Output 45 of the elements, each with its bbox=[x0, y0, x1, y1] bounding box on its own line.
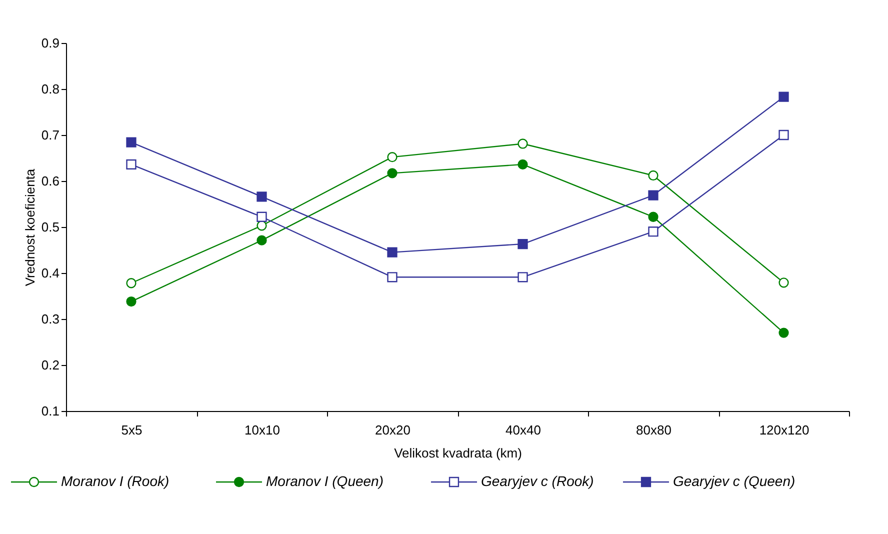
point bbox=[778, 130, 789, 140]
point bbox=[387, 247, 398, 258]
y-tick-label: 0.3 bbox=[41, 312, 60, 326]
legend-label: Moranov I (Queen) bbox=[266, 473, 384, 489]
x-tick-label: 10x10 bbox=[244, 422, 280, 438]
point bbox=[126, 278, 136, 288]
point bbox=[648, 212, 658, 222]
point bbox=[256, 220, 267, 231]
point bbox=[126, 296, 136, 307]
point bbox=[518, 138, 528, 149]
y-tick-label: 0.5 bbox=[41, 220, 60, 234]
y-tick-label: 0.9 bbox=[41, 36, 60, 50]
point bbox=[256, 192, 267, 202]
point bbox=[126, 159, 136, 170]
point bbox=[387, 272, 398, 282]
x-tick-label: 80x80 bbox=[636, 422, 672, 438]
y-tick-label: 0.6 bbox=[41, 174, 60, 188]
y-tick-label: 0.2 bbox=[41, 358, 60, 372]
y-axis-title: Vrednost koeficienta bbox=[22, 168, 38, 286]
point bbox=[648, 170, 658, 181]
y-tick-label: 0.8 bbox=[41, 82, 60, 96]
x-tick-label: 120x120 bbox=[759, 422, 810, 438]
point bbox=[387, 152, 398, 162]
legend-label: Gearyjev c (Rook) bbox=[481, 473, 594, 489]
legend-label: Moranov I (Rook) bbox=[61, 473, 170, 489]
x-axis-title: Velikost kvadrata (km) bbox=[394, 446, 522, 460]
point bbox=[518, 238, 528, 250]
point bbox=[256, 212, 267, 222]
point bbox=[778, 92, 789, 102]
point bbox=[256, 235, 267, 246]
point bbox=[648, 190, 658, 200]
point bbox=[648, 226, 658, 237]
point bbox=[387, 168, 398, 178]
y-tick-label: 0.1 bbox=[41, 404, 60, 418]
x-tick-label: 40x40 bbox=[506, 422, 541, 438]
point bbox=[518, 272, 528, 282]
legend-label: Gearyjev c (Queen) bbox=[673, 473, 796, 489]
point bbox=[778, 328, 789, 338]
point bbox=[126, 137, 136, 148]
point bbox=[778, 278, 789, 288]
point bbox=[518, 159, 528, 170]
x-tick-label: 5x5 bbox=[121, 422, 142, 438]
y-tick-label: 0.7 bbox=[41, 128, 60, 142]
x-tick-label: 20x20 bbox=[375, 422, 410, 438]
y-tick-label: 0.4 bbox=[41, 266, 60, 280]
